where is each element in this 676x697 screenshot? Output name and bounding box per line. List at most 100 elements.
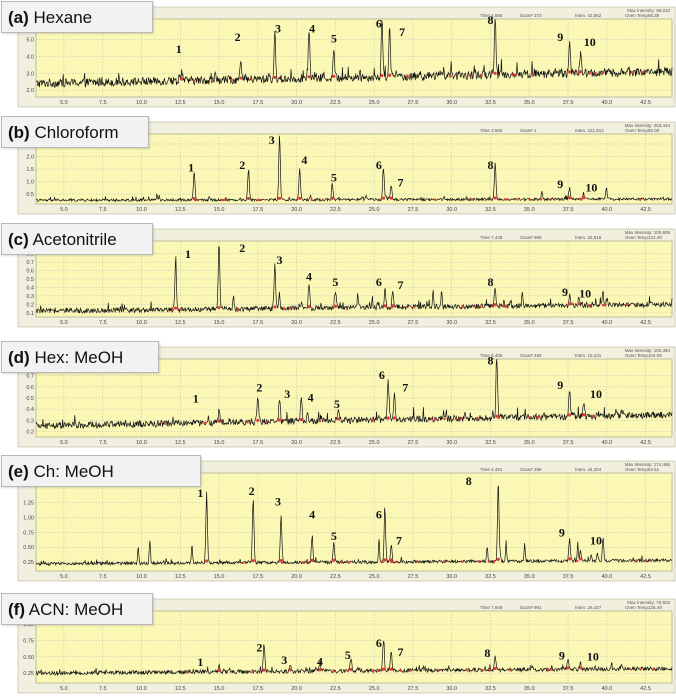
peak-label: 10 xyxy=(585,181,597,195)
peak-label: 9 xyxy=(557,177,563,191)
x-tick-label: 7.5 xyxy=(99,100,107,106)
peak-marker xyxy=(568,70,572,74)
x-tick-label: 10.0 xyxy=(136,320,147,326)
panel-letter: (e) xyxy=(8,462,29,481)
x-tick-label: 20.0 xyxy=(291,440,302,446)
integration-mark xyxy=(468,74,471,77)
integration-mark xyxy=(488,668,491,672)
y-tick-label: 0.3 xyxy=(26,294,34,300)
integration-mark xyxy=(516,198,519,201)
integration-mark xyxy=(257,198,260,202)
peak-marker xyxy=(217,419,221,423)
integration-mark xyxy=(628,667,632,671)
peak-label: 3 xyxy=(269,133,275,147)
x-tick-label: 10.0 xyxy=(136,686,147,692)
y-tick-label: 0.50 xyxy=(23,545,34,551)
peak-marker xyxy=(332,558,336,562)
integration-mark xyxy=(473,305,476,308)
panel-label-box: (a) Hexane xyxy=(1,1,153,33)
peak-label: 10 xyxy=(584,35,596,49)
x-tick-label: 35.0 xyxy=(524,320,535,326)
header-info-text: Time 4.556 xyxy=(480,13,503,18)
peak-label: 6 xyxy=(376,636,382,650)
peak-label: 4 xyxy=(309,508,315,522)
header-info-text: Oven Temp104.06 xyxy=(625,353,662,358)
integration-mark xyxy=(503,198,506,201)
x-tick-label: 12.5 xyxy=(175,574,186,580)
integration-mark xyxy=(399,669,402,672)
peak-label: 1 xyxy=(193,391,199,405)
peak-label: 1 xyxy=(176,42,182,56)
peak-marker xyxy=(578,557,583,561)
peak-label: 5 xyxy=(332,275,338,289)
panel-solvent-name: Acetonitrile xyxy=(28,230,117,249)
panel-letter: (c) xyxy=(8,230,29,249)
panel-label-box: (b) Chloroform xyxy=(1,116,149,148)
y-tick-label: 0.6 xyxy=(26,269,34,275)
x-tick-label: 7.5 xyxy=(99,574,107,580)
integration-mark xyxy=(289,307,292,310)
x-tick-label: 15.0 xyxy=(214,320,225,326)
peak-marker xyxy=(256,418,260,423)
x-tick-label: 17.5 xyxy=(252,686,263,692)
peak-label: 7 xyxy=(398,645,404,659)
peak-label: 5 xyxy=(331,529,337,543)
chromatogram-trace xyxy=(35,246,673,314)
peak-marker xyxy=(174,306,178,310)
integration-mark xyxy=(211,79,214,82)
x-tick-label: 27.5 xyxy=(408,320,419,326)
peak-label: 4 xyxy=(308,390,314,404)
x-tick-label: 42.5 xyxy=(640,100,651,106)
chromatogram-panel-c: Max Intensity: 100,609 Time 7.445 Scan# 99… xyxy=(0,222,676,331)
integration-mark xyxy=(580,198,583,201)
peak-label: 8 xyxy=(488,275,494,289)
peak-marker xyxy=(380,73,384,78)
peak-label: 7 xyxy=(402,380,408,394)
peak-label: 10 xyxy=(587,650,599,664)
max-intensity-text: Max Intensity: 70,503 xyxy=(627,600,670,605)
y-tick-label: 0.7 xyxy=(26,260,34,266)
integration-mark xyxy=(163,422,167,425)
integration-mark xyxy=(318,419,321,423)
peak-label: 3 xyxy=(275,495,281,509)
x-tick-label: 15.0 xyxy=(214,574,225,580)
peak-marker xyxy=(251,559,255,563)
peak-label: 1 xyxy=(197,655,203,669)
x-tick-label: 10.0 xyxy=(136,100,147,106)
peak-marker xyxy=(336,417,341,421)
integration-mark xyxy=(594,71,597,75)
x-tick-label: 15.0 xyxy=(214,440,225,446)
integration-mark xyxy=(339,561,342,564)
integration-mark xyxy=(242,561,245,564)
y-tick-label: 0.75 xyxy=(23,530,34,536)
x-tick-label: 17.5 xyxy=(252,207,263,213)
peak-marker xyxy=(239,76,243,80)
integration-mark xyxy=(409,669,412,672)
y-tick-label: 0.5 xyxy=(26,192,34,198)
integration-mark xyxy=(639,667,642,671)
x-tick-label: 37.5 xyxy=(563,207,574,213)
integration-mark xyxy=(370,669,374,672)
integration-mark xyxy=(390,306,393,309)
integration-mark xyxy=(415,560,418,563)
peak-label: 6 xyxy=(376,16,382,30)
y-tick-label: 5.0 xyxy=(26,37,34,43)
peak-marker xyxy=(493,303,497,307)
x-tick-label: 32.5 xyxy=(485,440,496,446)
peak-label: 1 xyxy=(188,161,194,175)
peak-label: 10 xyxy=(579,287,591,301)
peak-marker xyxy=(496,557,500,561)
header-info-text: Scan# 492 xyxy=(520,353,542,358)
peak-marker xyxy=(386,416,390,420)
x-tick-label: 5.0 xyxy=(60,207,68,213)
peak-marker xyxy=(246,196,251,201)
y-tick-label: 2.0 xyxy=(26,155,34,161)
peak-label: 8 xyxy=(488,158,494,172)
y-tick-label: 0.4 xyxy=(26,285,34,291)
integration-mark xyxy=(591,415,595,418)
chromatogram-trace xyxy=(35,358,673,430)
x-tick-label: 7.5 xyxy=(99,320,107,326)
peak-label: 4 xyxy=(306,270,312,284)
integration-mark xyxy=(443,560,446,563)
integration-mark xyxy=(461,305,464,308)
